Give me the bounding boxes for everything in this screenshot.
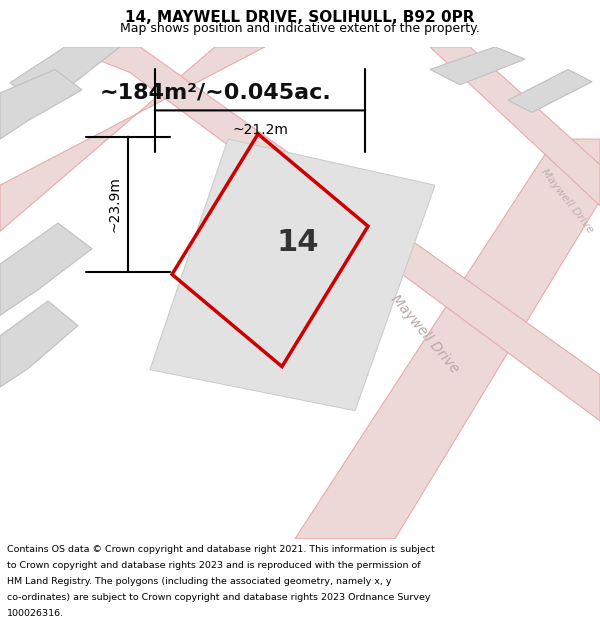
Polygon shape bbox=[0, 69, 82, 139]
Polygon shape bbox=[295, 139, 600, 539]
Polygon shape bbox=[0, 47, 265, 231]
Text: ~23.9m: ~23.9m bbox=[107, 176, 121, 232]
Text: 100026316.: 100026316. bbox=[7, 609, 64, 618]
Text: ~184m²/~0.045ac.: ~184m²/~0.045ac. bbox=[99, 83, 331, 103]
Polygon shape bbox=[430, 47, 600, 206]
Polygon shape bbox=[0, 301, 78, 387]
Polygon shape bbox=[10, 47, 120, 106]
Text: ~21.2m: ~21.2m bbox=[232, 122, 288, 137]
Text: Map shows position and indicative extent of the property.: Map shows position and indicative extent… bbox=[120, 22, 480, 35]
Text: Maywell Drive: Maywell Drive bbox=[539, 166, 595, 235]
Text: 14, MAYWELL DRIVE, SOLIHULL, B92 0PR: 14, MAYWELL DRIVE, SOLIHULL, B92 0PR bbox=[125, 10, 475, 25]
Polygon shape bbox=[430, 47, 525, 85]
Text: to Crown copyright and database rights 2023 and is reproduced with the permissio: to Crown copyright and database rights 2… bbox=[7, 561, 421, 570]
Text: Contains OS data © Crown copyright and database right 2021. This information is : Contains OS data © Crown copyright and d… bbox=[7, 545, 435, 554]
Polygon shape bbox=[150, 139, 435, 411]
Text: co-ordinates) are subject to Crown copyright and database rights 2023 Ordnance S: co-ordinates) are subject to Crown copyr… bbox=[7, 592, 431, 602]
Polygon shape bbox=[508, 69, 592, 112]
Polygon shape bbox=[0, 223, 92, 316]
Text: HM Land Registry. The polygons (including the associated geometry, namely x, y: HM Land Registry. The polygons (includin… bbox=[7, 577, 392, 586]
Text: 14: 14 bbox=[277, 228, 319, 257]
Text: Maywell Drive: Maywell Drive bbox=[388, 292, 462, 376]
Polygon shape bbox=[65, 47, 600, 421]
